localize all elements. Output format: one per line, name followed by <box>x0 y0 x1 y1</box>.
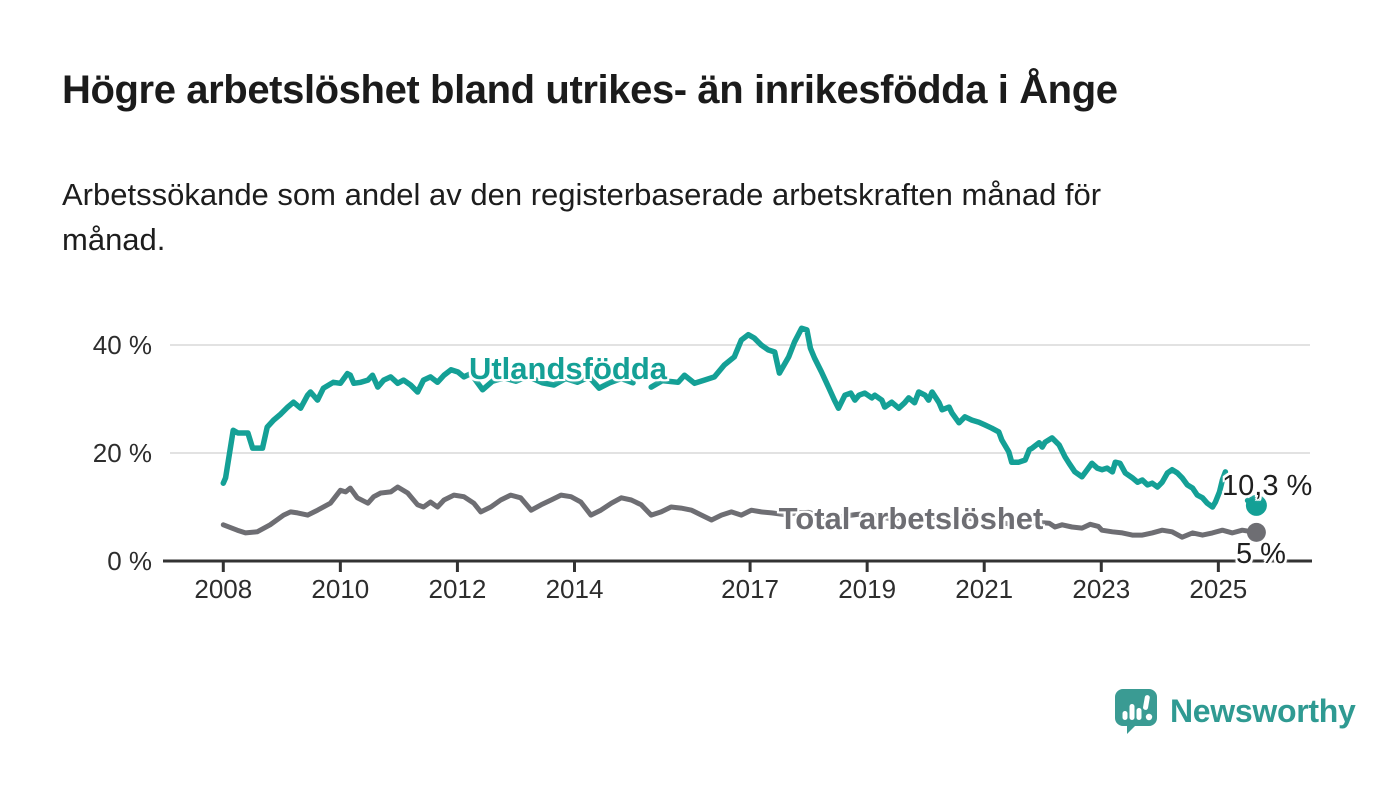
x-tick-label: 2008 <box>194 574 253 604</box>
end-dot-total <box>1246 522 1266 542</box>
newsworthy-logo: Newsworthy <box>1113 687 1356 735</box>
end-value-label-total: 5 % <box>1236 538 1286 570</box>
x-tick-label: 2023 <box>1072 574 1131 604</box>
chart-subtitle: Arbetssökande som andel av den registerb… <box>62 172 1312 262</box>
end-value-label-utlandsfodda: 10,3 % <box>1222 470 1313 502</box>
x-tick-label: 2017 <box>721 574 779 604</box>
y-tick-label: 40 % <box>92 330 152 360</box>
y-tick-label: 0 % <box>107 546 152 576</box>
series-line-total-arbetsl-shet <box>220 484 1259 540</box>
series-label-utlandsfodda: Utlandsfödda <box>468 351 668 386</box>
chart-subtitle-line-1: Arbetssökande som andel av den registerb… <box>62 177 1102 212</box>
page-title: Högre arbetslöshet bland utrikes- än inr… <box>62 68 1118 112</box>
x-tick-label: 2021 <box>955 574 1014 604</box>
newsworthy-logo-text: Newsworthy <box>1170 692 1356 729</box>
x-tick-label: 2010 <box>311 574 370 604</box>
series-label-total-arbetsloshet: Total arbetslöshet <box>778 501 1044 536</box>
x-tick-label: 2019 <box>838 574 897 604</box>
chart-subtitle-line-2: månad. <box>62 222 166 257</box>
x-tick-label: 2012 <box>428 574 487 604</box>
x-tick-label: 2014 <box>545 574 604 604</box>
y-tick-label: 20 % <box>92 438 152 468</box>
end-dot-utlandsfodda <box>1245 494 1267 516</box>
series-line-utlandsf-dda <box>220 325 1260 510</box>
x-tick-label: 2025 <box>1189 574 1248 604</box>
newsworthy-logo-icon <box>1115 689 1157 734</box>
